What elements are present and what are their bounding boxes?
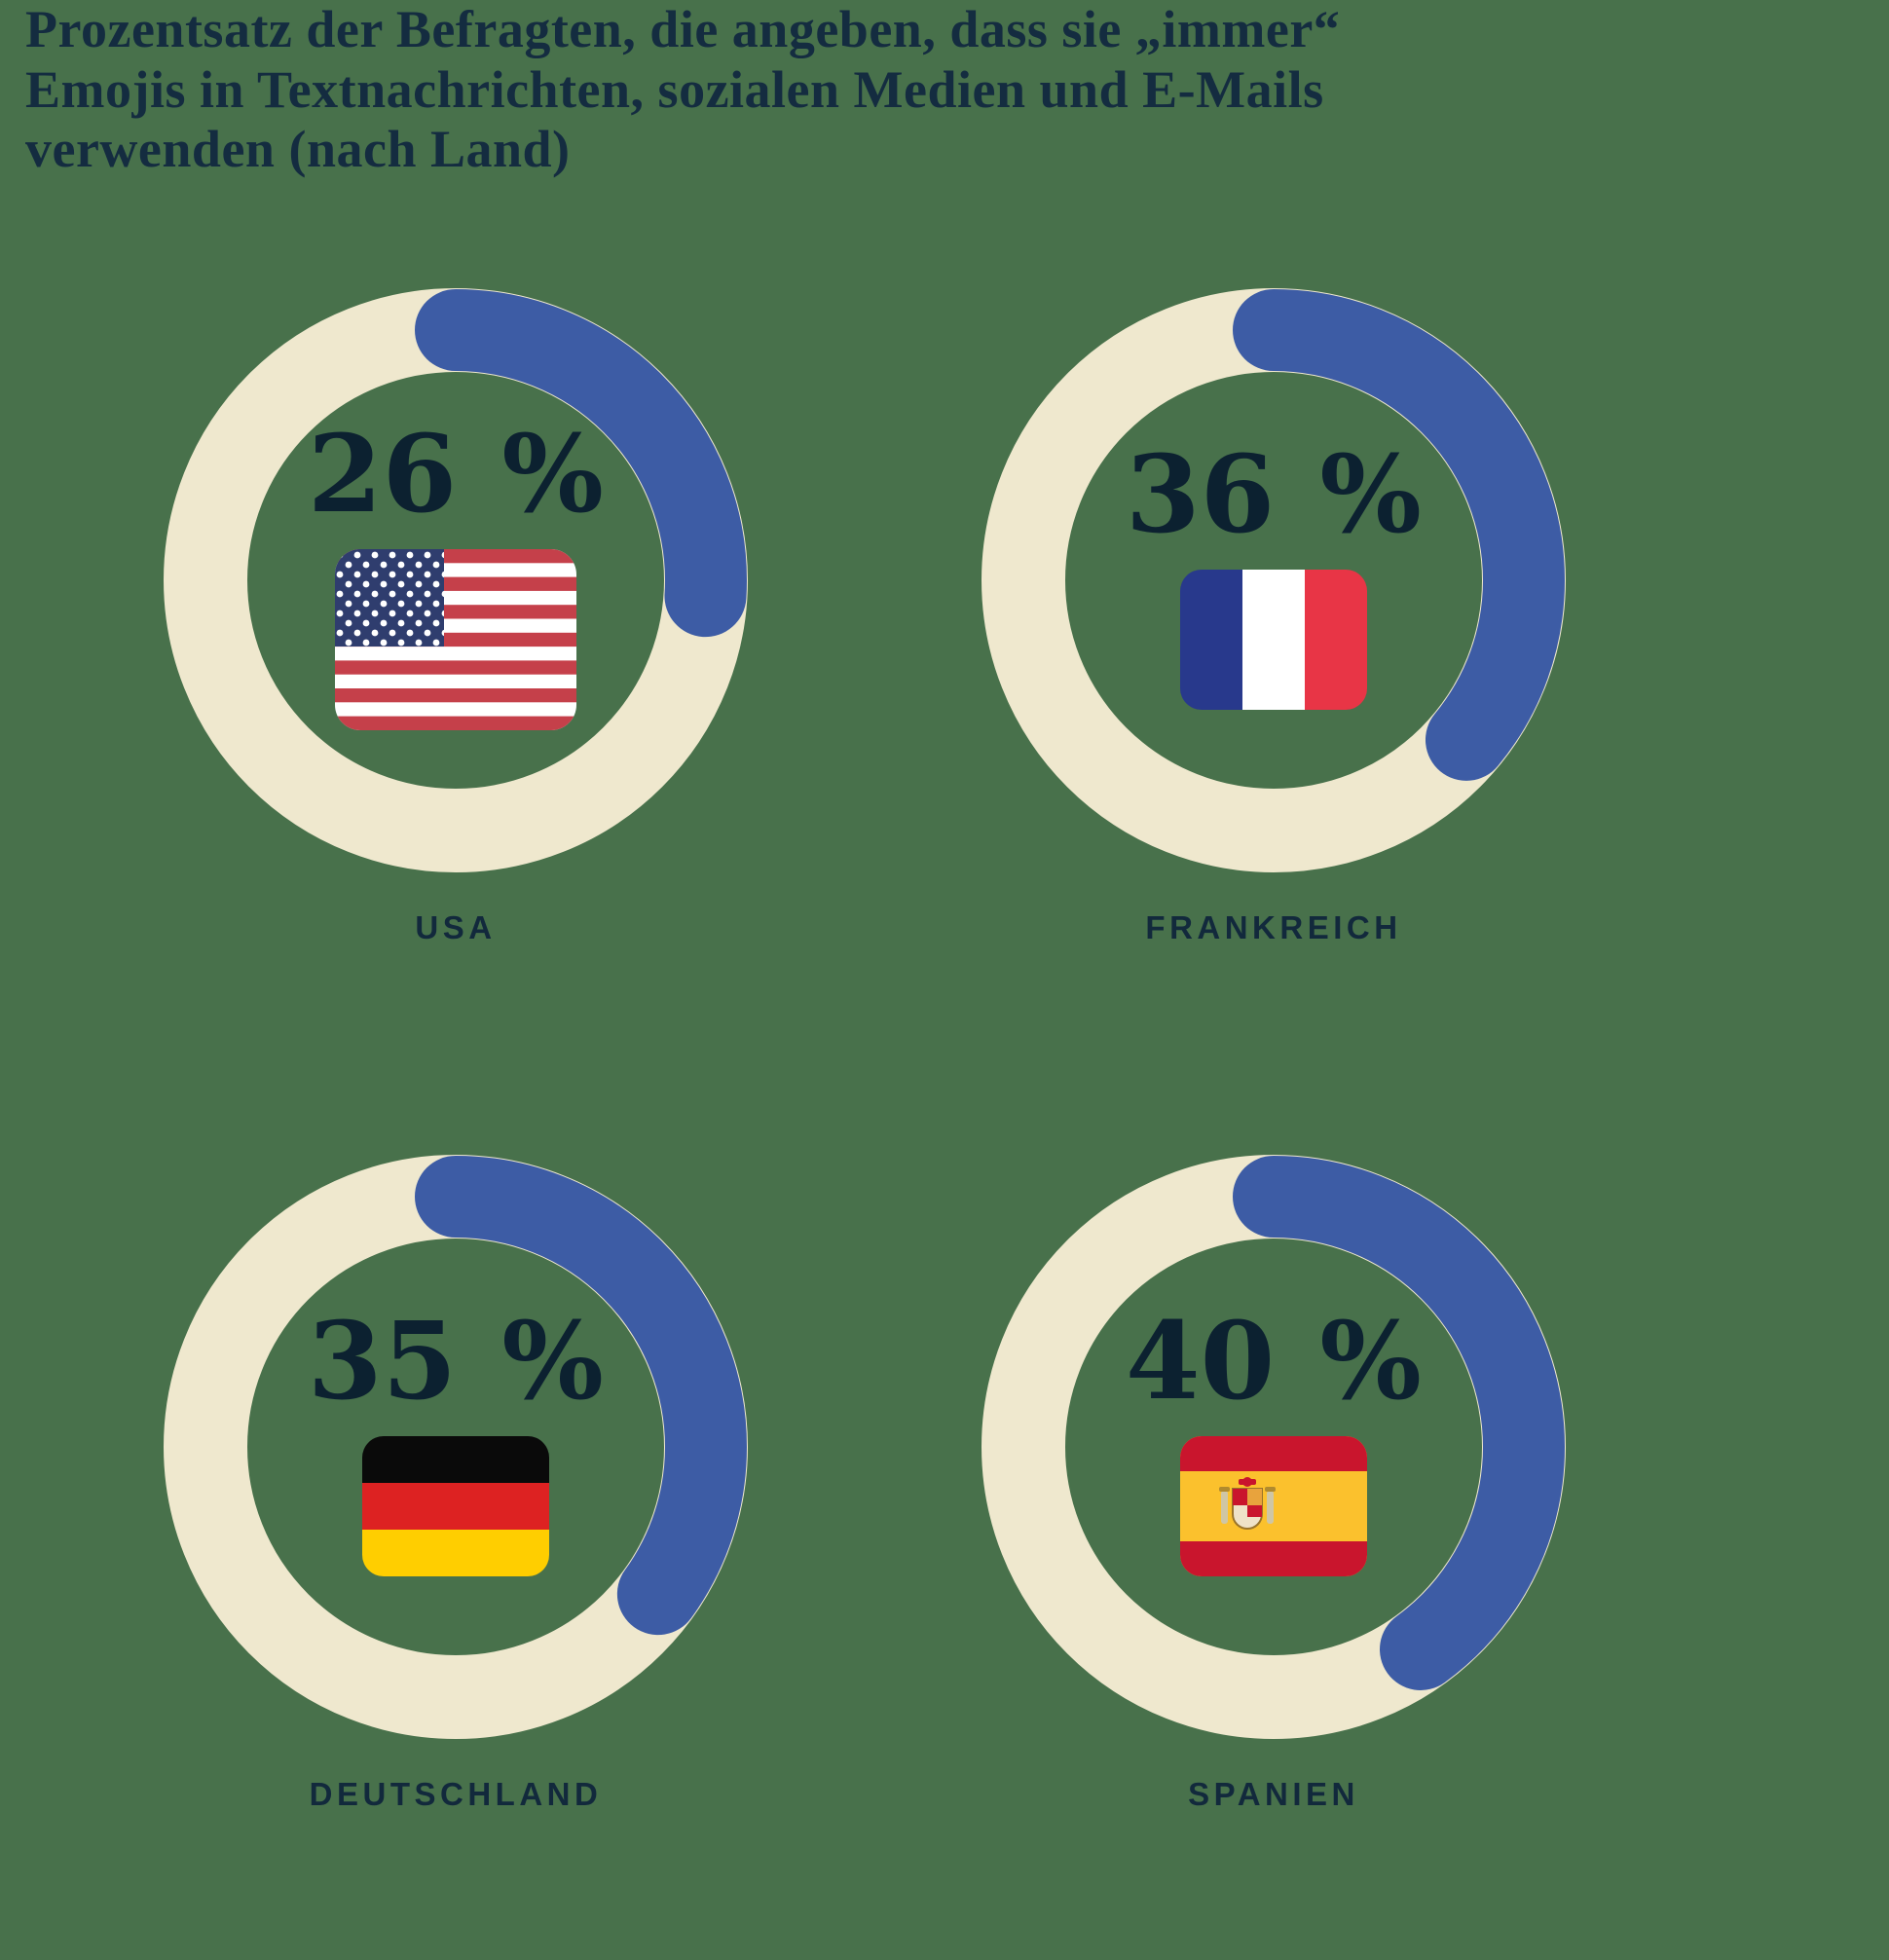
country-label-spanien: SPANIEN xyxy=(1188,1776,1359,1812)
donut-arc xyxy=(982,289,1565,871)
spain-flag-icon xyxy=(1180,1436,1367,1576)
donut-usa: 26 % xyxy=(164,288,748,946)
donut-deutschland-center: 35 % xyxy=(164,1155,748,1739)
donut-frankreich: 36 % FRANKREICH xyxy=(982,288,1566,946)
donut-arc xyxy=(165,289,747,871)
donut-deutschland: 35 % DEUTSCHLAND xyxy=(164,1155,748,1813)
country-label-usa: USA xyxy=(415,909,497,945)
donut-frankreich-chart xyxy=(982,288,1566,872)
germany-flag-icon xyxy=(362,1436,549,1576)
donut-arc xyxy=(165,1156,747,1738)
donut-usa-chart xyxy=(164,288,748,872)
spain-crest xyxy=(1219,1477,1276,1530)
country-label-frankreich: FRANKREICH xyxy=(1145,909,1402,945)
donut-usa-ring: 26 % xyxy=(164,288,748,872)
donut-spanien-chart xyxy=(982,1155,1566,1739)
value-label: 35 % xyxy=(308,1298,604,1424)
donut-frankreich-center: 36 % xyxy=(982,288,1566,872)
country-label-deutschland: DEUTSCHLAND xyxy=(309,1776,603,1812)
donut-spanien-center: 40 % xyxy=(982,1155,1566,1739)
donut-arc xyxy=(982,1156,1565,1738)
chart-title: Prozentsatz der Befragten, die angeben, … xyxy=(25,0,1341,179)
value-label: 36 % xyxy=(1126,431,1422,557)
donut-deutschland-chart xyxy=(164,1155,748,1739)
usa-flag-icon xyxy=(335,549,576,730)
donut-deutschland-ring: 35 % xyxy=(164,1155,748,1739)
value-label: 26 % xyxy=(308,411,604,536)
donut-spanien-ring: 40 % xyxy=(982,1155,1566,1739)
donut-frankreich-ring: 36 % xyxy=(982,288,1566,872)
donut-spanien: 40 % xyxy=(982,1155,1566,1813)
donut-usa-center: 26 % xyxy=(164,288,748,872)
value-label: 40 % xyxy=(1126,1298,1422,1424)
france-flag-icon xyxy=(1180,570,1367,710)
